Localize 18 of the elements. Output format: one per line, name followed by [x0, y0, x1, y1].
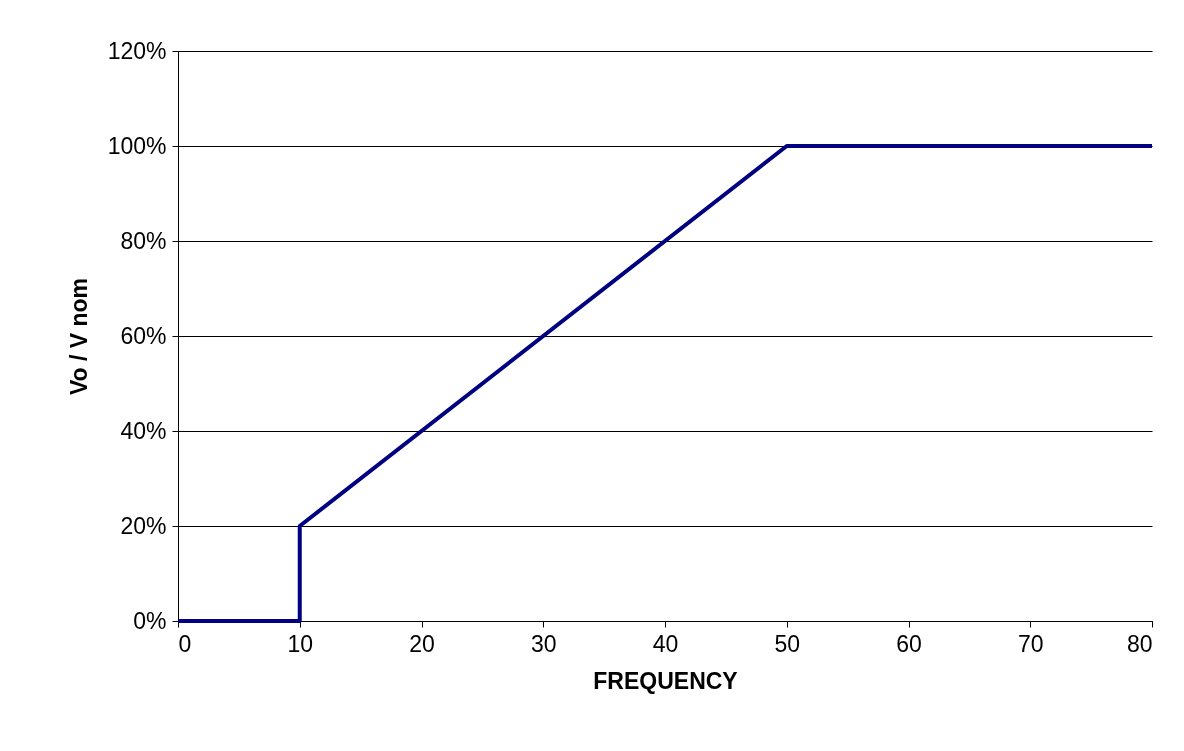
- y-tick-label: 100%: [107, 132, 167, 159]
- y-tick-label: 40%: [120, 417, 167, 444]
- x-tick-label: 40: [652, 630, 679, 657]
- x-tick-label: 30: [530, 630, 557, 657]
- x-axis-title: FREQUENCY: [593, 667, 738, 694]
- x-tick-label: 0: [178, 630, 192, 657]
- x-tick-label: 10: [287, 630, 314, 657]
- x-tick-label: 50: [774, 630, 801, 657]
- y-tick-label: 0%: [133, 607, 167, 634]
- y-tick-label: 80%: [120, 227, 167, 254]
- x-tick-label: 70: [1017, 630, 1044, 657]
- x-tick-label: 80: [1126, 630, 1153, 657]
- y-tick-label: 120%: [107, 37, 167, 64]
- y-tick-label: 60%: [120, 322, 167, 349]
- y-axis-title: Vo / V nom: [65, 277, 92, 396]
- y-tick-label: 20%: [120, 512, 167, 539]
- x-tick-label: 60: [896, 630, 922, 657]
- x-tick-label: 20: [409, 630, 435, 657]
